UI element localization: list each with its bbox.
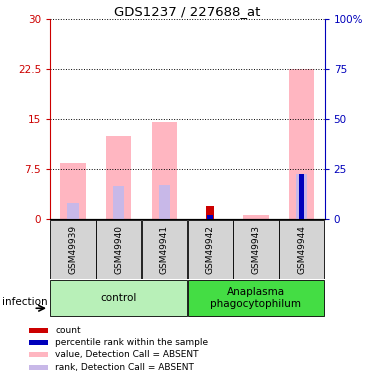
- Text: percentile rank within the sample: percentile rank within the sample: [55, 338, 209, 347]
- Bar: [29, 364, 48, 370]
- Text: GSM49943: GSM49943: [252, 225, 260, 274]
- Bar: [299, 174, 305, 219]
- Bar: [29, 352, 48, 357]
- Bar: [152, 122, 177, 219]
- Bar: [243, 215, 269, 219]
- Bar: [206, 206, 214, 219]
- Text: Anaplasma
phagocytophilum: Anaplasma phagocytophilum: [210, 287, 302, 309]
- Text: infection: infection: [2, 297, 47, 307]
- Bar: [289, 69, 314, 219]
- Bar: [279, 220, 324, 279]
- Text: control: control: [101, 293, 137, 303]
- Text: GSM49939: GSM49939: [69, 225, 78, 274]
- Text: value, Detection Call = ABSENT: value, Detection Call = ABSENT: [55, 350, 199, 359]
- Text: count: count: [55, 326, 81, 335]
- Bar: [159, 184, 170, 219]
- Bar: [96, 220, 141, 279]
- Title: GDS1237 / 227688_at: GDS1237 / 227688_at: [114, 4, 260, 18]
- Bar: [296, 174, 308, 219]
- Bar: [113, 186, 124, 219]
- Text: GSM49944: GSM49944: [297, 225, 306, 274]
- Bar: [142, 220, 187, 279]
- Bar: [60, 162, 86, 219]
- Text: GSM49940: GSM49940: [114, 225, 123, 274]
- Bar: [29, 340, 48, 345]
- Bar: [50, 220, 96, 279]
- Bar: [188, 220, 233, 279]
- Text: GSM49941: GSM49941: [160, 225, 169, 274]
- Bar: [233, 220, 279, 279]
- Bar: [106, 136, 131, 219]
- Bar: [207, 215, 213, 219]
- Bar: [67, 202, 79, 219]
- Text: rank, Detection Call = ABSENT: rank, Detection Call = ABSENT: [55, 363, 194, 372]
- Bar: [29, 328, 48, 333]
- Bar: [50, 280, 187, 316]
- Bar: [188, 280, 324, 316]
- Text: GSM49942: GSM49942: [206, 225, 215, 274]
